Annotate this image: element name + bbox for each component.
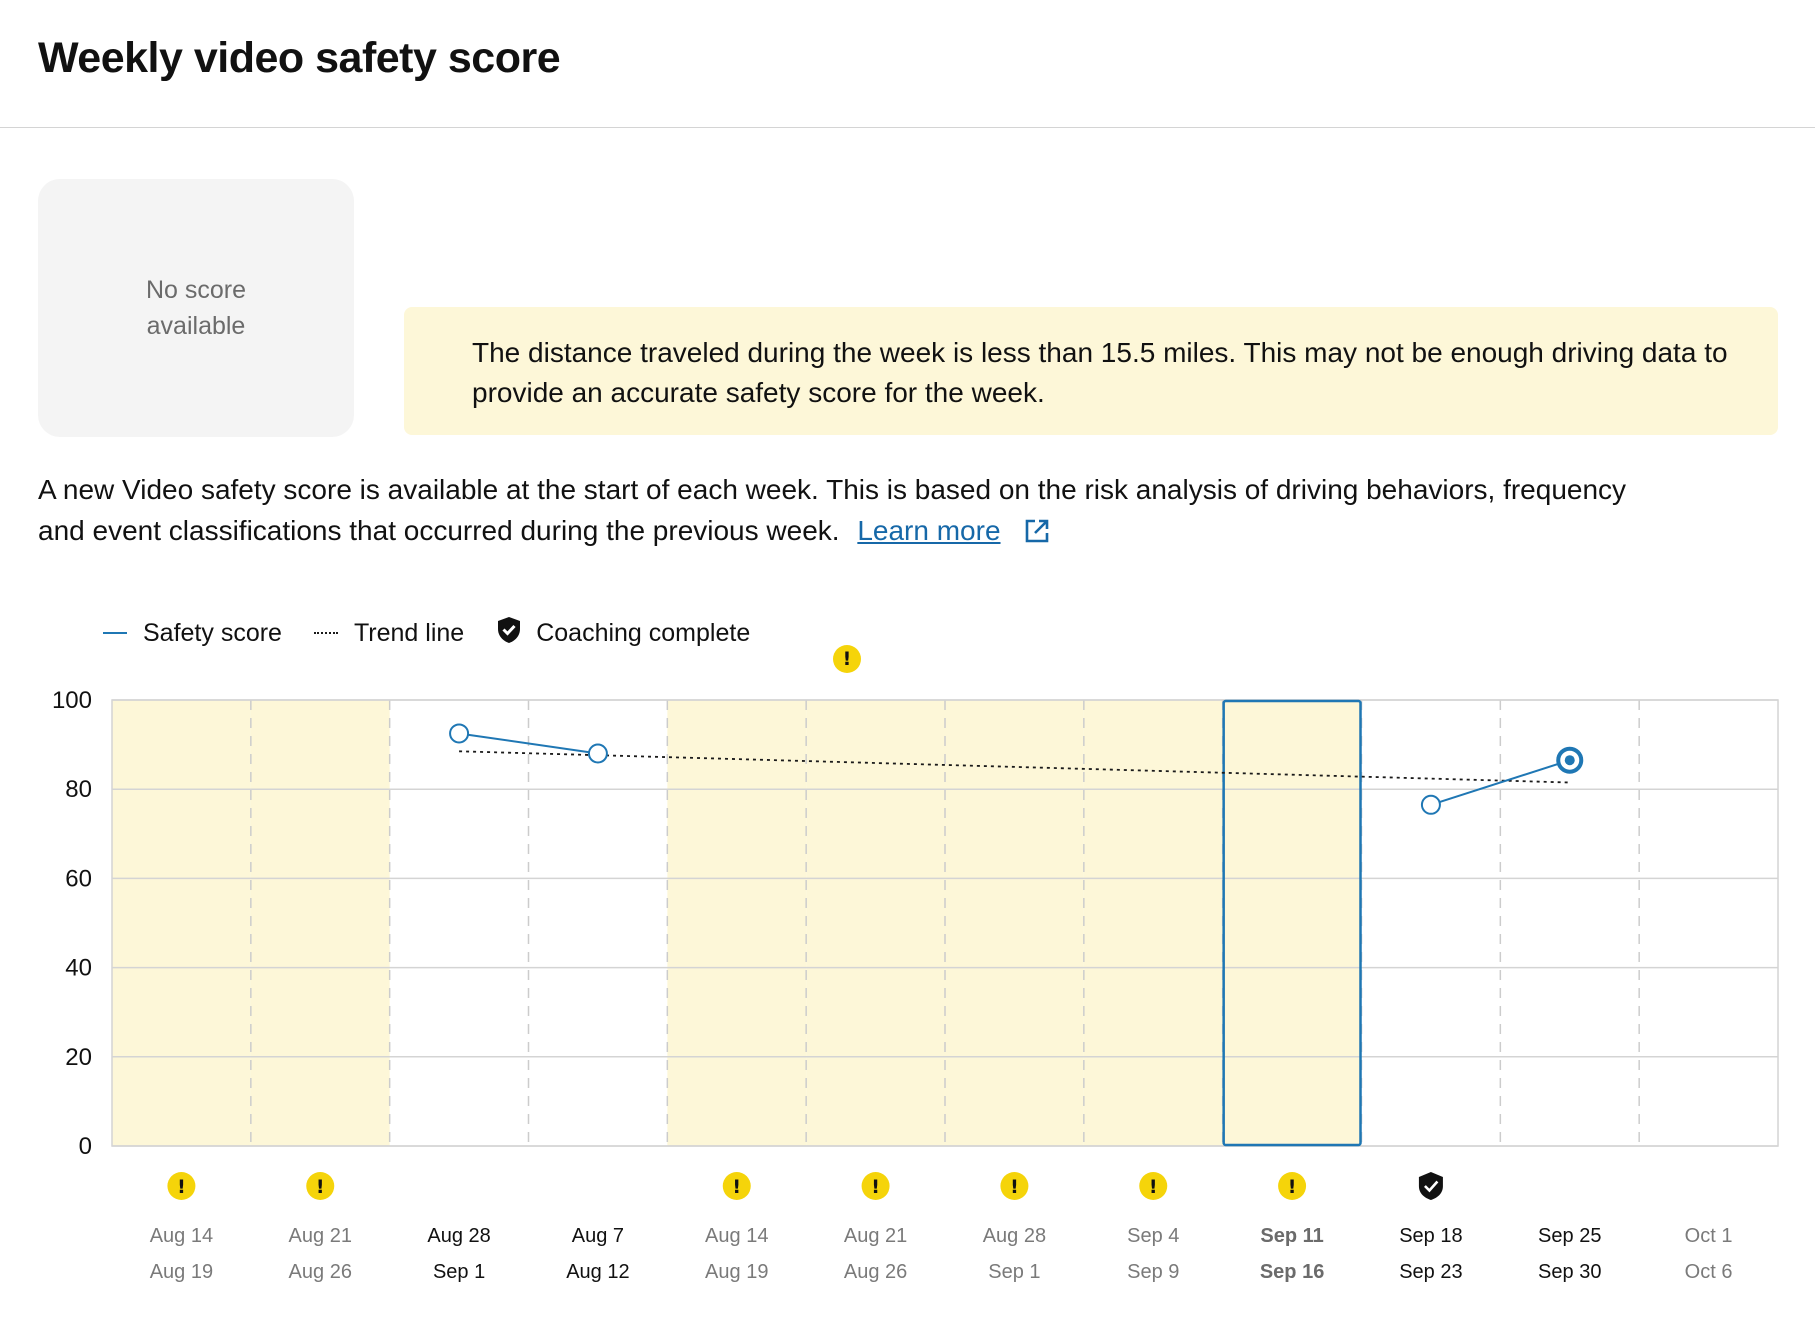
exclamation-circle-icon xyxy=(1278,1172,1307,1200)
week-start-label: Aug 7 xyxy=(572,1225,624,1247)
legend-safety-score[interactable]: Safety score xyxy=(103,619,282,648)
y-tick-label: 60 xyxy=(65,865,92,892)
exclamation-glyph: ! xyxy=(871,1176,880,1198)
week-start-label: Sep 18 xyxy=(1399,1225,1462,1247)
week-end-label: Sep 9 xyxy=(1127,1261,1179,1283)
shield-check-icon xyxy=(1418,1172,1443,1200)
week-end-label: Sep 1 xyxy=(433,1261,485,1283)
safety-score-point xyxy=(449,723,470,744)
legend-coaching-complete-label: Coaching complete xyxy=(536,618,751,647)
low-mileage-band xyxy=(250,700,390,1146)
page-header: Weekly video safety score xyxy=(0,0,1815,128)
week-markers: !!!!!!! xyxy=(167,1172,1443,1200)
shield-check-mark xyxy=(1424,1180,1439,1193)
y-tick-label: 100 xyxy=(52,687,92,714)
exclamation-circle-icon: ! xyxy=(833,645,861,673)
exclamation-circle-icon xyxy=(861,1172,890,1200)
x-axis-labels: Aug 14 Aug 19 Aug 21 Aug 26 Aug 28 Sep 1 Aug 7… xyxy=(150,1225,1733,1283)
week-start-label: Aug 14 xyxy=(705,1225,768,1247)
low-mileage-band xyxy=(806,700,945,1146)
safety-score-point-latest-dot xyxy=(1564,755,1575,766)
week-end-label: Aug 19 xyxy=(705,1261,768,1283)
exclamation-circle-icon xyxy=(167,1172,196,1200)
trend-line-path xyxy=(459,750,1570,784)
warning-banner-text: The distance traveled during the week is… xyxy=(472,337,1728,408)
week-end-label: Aug 26 xyxy=(844,1261,907,1283)
y-tick-label: 20 xyxy=(65,1044,92,1071)
exclamation-circle-icon xyxy=(722,1172,751,1200)
week-end-label: Oct 6 xyxy=(1685,1261,1733,1283)
y-tick-label: 0 xyxy=(79,1133,92,1160)
trend-line xyxy=(459,750,1570,784)
safety-score-point xyxy=(587,743,608,764)
safety-score-swatch xyxy=(103,632,127,634)
score-card: No score available xyxy=(38,179,354,437)
week-end-label: Aug 19 xyxy=(150,1261,213,1283)
safety-score-segment xyxy=(1430,759,1571,806)
week-start-label: Sep 11 xyxy=(1260,1225,1323,1247)
exclamation-glyph: ! xyxy=(1010,1176,1019,1198)
safety-score-series xyxy=(449,723,1584,815)
selected-week-box xyxy=(1222,699,1362,1147)
trend-line-swatch xyxy=(313,632,338,634)
week-end-label: Sep 1 xyxy=(988,1261,1040,1283)
plot-frame xyxy=(111,699,1779,1147)
legend-trend-line[interactable]: Trend line xyxy=(313,618,465,648)
exclamation-circle-icon xyxy=(1000,1172,1029,1200)
low-mileage-band xyxy=(112,700,251,1146)
week-start-label: Aug 14 xyxy=(150,1225,213,1247)
exclamation-glyph: ! xyxy=(1288,1176,1297,1198)
legend-coaching-complete[interactable]: Coaching complete xyxy=(496,616,750,651)
exclamation-glyph: ! xyxy=(177,1176,186,1198)
low-mileage-band xyxy=(1083,700,1223,1146)
shield-check-icon xyxy=(496,616,522,651)
y-axis-ticks: 0 20 40 60 80 100 xyxy=(52,687,92,1160)
legend-trend-line-label: Trend line xyxy=(353,618,465,647)
week-end-label: Sep 30 xyxy=(1538,1261,1601,1283)
week-start-label: Aug 21 xyxy=(844,1225,907,1247)
external-link-icon[interactable] xyxy=(1024,514,1050,555)
score-card-line-1: No score xyxy=(145,276,247,304)
low-mileage-band xyxy=(667,700,807,1146)
week-end-label: Sep 16 xyxy=(1260,1261,1324,1283)
score-card-line-2: available xyxy=(146,312,246,340)
learn-more-link[interactable]: Learn more xyxy=(857,515,1001,546)
low-mileage-warning-banner: ! The distance traveled during the week … xyxy=(404,307,1778,673)
description-text: A new Video safety score is available at… xyxy=(38,474,1627,546)
low-mileage-band xyxy=(945,700,1084,1146)
exclamation-glyph: ! xyxy=(732,1176,741,1198)
exclamation-circle-icon xyxy=(306,1172,335,1200)
week-end-label: Aug 12 xyxy=(566,1261,629,1283)
week-start-label: Oct 1 xyxy=(1685,1225,1733,1247)
week-start-label: Aug 28 xyxy=(983,1225,1046,1247)
week-start-label: Sep 4 xyxy=(1127,1225,1179,1247)
selected-week xyxy=(1222,699,1362,1147)
legend-safety-score-label: Safety score xyxy=(143,618,282,647)
exclamation-glyph: ! xyxy=(1149,1176,1158,1198)
y-tick-label: 80 xyxy=(65,776,92,803)
week-bands xyxy=(112,700,1362,1146)
safety-score-segment xyxy=(458,732,599,755)
chart-legend: Safety score Trend line Coaching complet… xyxy=(103,616,782,650)
week-end-label: Sep 23 xyxy=(1399,1261,1462,1283)
week-start-label: Aug 21 xyxy=(289,1225,352,1247)
exclamation-glyph: ! xyxy=(316,1176,325,1198)
exclamation-circle-icon xyxy=(1139,1172,1168,1200)
week-end-label: Aug 26 xyxy=(289,1261,352,1283)
low-mileage-band xyxy=(1222,700,1362,1146)
week-start-label: Sep 25 xyxy=(1538,1225,1601,1247)
score-description: A new Video safety score is available at… xyxy=(38,469,1658,555)
y-tick-label: 40 xyxy=(65,955,92,982)
safety-score-point xyxy=(1420,794,1441,815)
week-start-label: Aug 28 xyxy=(427,1225,490,1247)
page-title: Weekly video safety score xyxy=(38,34,561,82)
